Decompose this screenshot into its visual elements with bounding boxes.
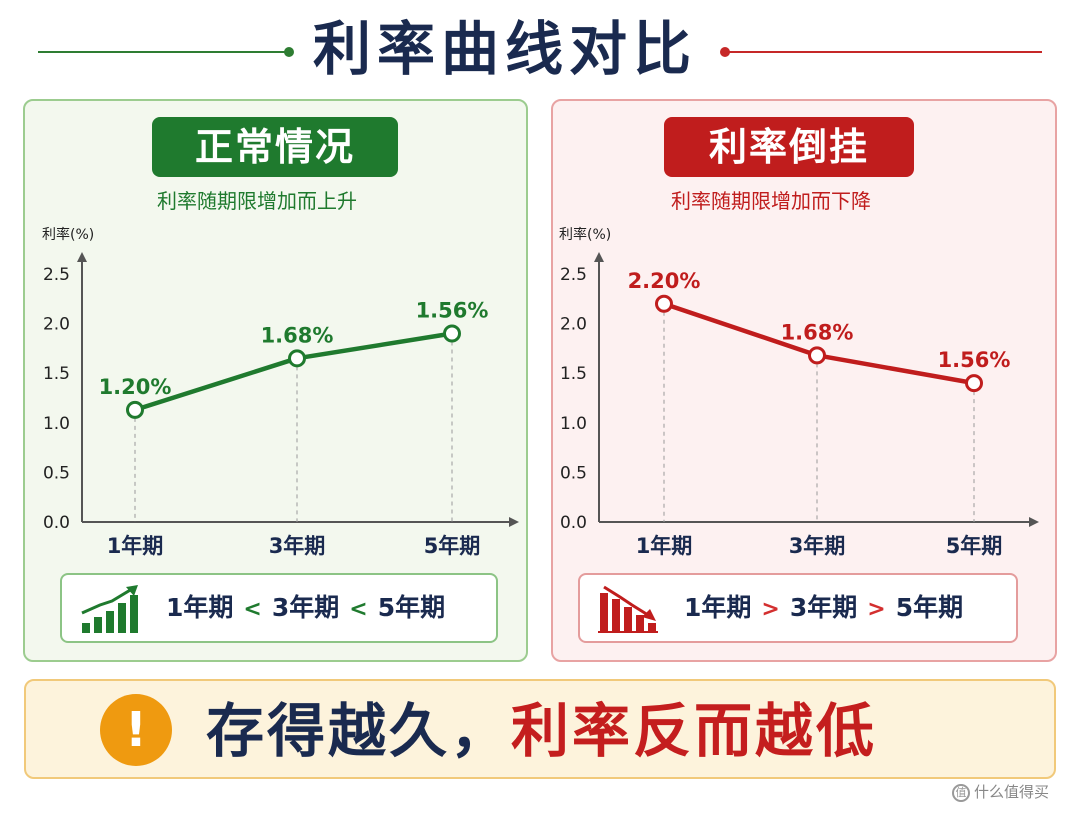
conclusion-part1: 存得越久，	[206, 697, 512, 765]
title-dot-left	[284, 47, 294, 57]
inverted-badge: 利率倒挂	[664, 117, 914, 177]
normal-compare-text: 1年期 <3年期 <5年期	[166, 575, 445, 641]
x-tick-label: 3年期	[269, 534, 326, 558]
y-tick-label: 0.0	[43, 513, 70, 533]
compare-item: 5年期	[895, 593, 964, 622]
data-label: 1.20%	[99, 375, 172, 399]
data-label: 1.56%	[938, 348, 1011, 372]
y-tick-label: 1.0	[43, 414, 70, 434]
y-tick-label: 2.5	[43, 265, 70, 285]
compare-item: 1年期	[166, 593, 234, 622]
x-axis-arrow	[509, 517, 519, 527]
data-label: 2.20%	[628, 269, 701, 293]
compare-item: 3年期	[789, 593, 858, 622]
watermark: 值什么值得买	[952, 780, 1072, 804]
compare-op: <	[243, 597, 262, 622]
x-axis-arrow	[1029, 517, 1039, 527]
x-tick-label: 5年期	[946, 534, 1003, 558]
inverted-compare-text: 1年期 >3年期 >5年期	[684, 575, 963, 641]
y-tick-label: 2.5	[560, 265, 587, 285]
rising-bars-icon	[81, 585, 138, 633]
inverted-compare-box: 1年期 >3年期 >5年期	[578, 573, 1018, 643]
title-line-right	[724, 51, 1042, 53]
y-axis-arrow	[77, 252, 87, 262]
y-tick-label: 2.0	[43, 315, 70, 335]
data-point	[965, 374, 983, 393]
compare-op: >	[867, 597, 886, 622]
x-tick-label: 5年期	[424, 534, 481, 558]
y-tick-label: 1.0	[560, 414, 587, 434]
header: 利率曲线对比	[0, 0, 1080, 100]
watermark-text: 什么值得买	[974, 783, 1050, 801]
y-tick-label: 1.5	[560, 364, 587, 384]
x-tick-label: 1年期	[107, 534, 164, 558]
normal-subtitle: 利率随期限增加而上升	[157, 189, 357, 213]
compare-op: >	[761, 597, 780, 622]
page-title: 利率曲线对比	[312, 15, 697, 83]
inverted-curve-panel: 利率倒挂 利率随期限增加而下降 利率(%) 0.0 0.5 1.0 1.5 2.0 2.5 1…	[551, 99, 1057, 662]
y-tick-label: 1.5	[43, 364, 70, 384]
smzdm-logo-icon: 值	[952, 783, 970, 802]
conclusion-banner: ! 存得越久，利率反而越低	[24, 679, 1056, 779]
y-axis-label: 利率(%)	[559, 226, 611, 243]
data-point	[288, 349, 306, 368]
y-axis-label: 利率(%)	[42, 226, 94, 243]
inverted-line-chart: 利率(%) 0.0 0.5 1.0 1.5 2.0 2.5 1年期 3年期 5年期 2.20% 1.6…	[559, 226, 1039, 558]
normal-badge: 正常情况	[152, 117, 398, 177]
compare-item: 1年期	[684, 593, 752, 622]
data-label: 1.68%	[781, 320, 854, 344]
data-point	[126, 400, 144, 419]
normal-curve-panel: 正常情况 利率随期限增加而上升 利率(%) 0.0 0.5 1.0 1.5 2.0 2.5 1…	[23, 99, 528, 662]
conclusion-part2: 利率反而越低	[511, 697, 878, 765]
title-line-left	[38, 51, 288, 53]
falling-bars-icon	[598, 585, 658, 633]
compare-item: 3年期	[271, 593, 340, 622]
warning-icon: !	[100, 694, 172, 766]
y-axis-arrow	[594, 252, 604, 262]
x-tick-label: 3年期	[789, 534, 846, 558]
data-point	[443, 324, 461, 343]
data-label: 1.68%	[261, 323, 334, 347]
y-tick-label: 0.5	[560, 463, 587, 483]
compare-op: <	[349, 597, 368, 622]
data-point	[808, 346, 826, 365]
normal-line-chart: 利率(%) 0.0 0.5 1.0 1.5 2.0 2.5 1年期 3年期 5年期 1.20% 1.6…	[42, 226, 519, 558]
compare-item: 5年期	[377, 593, 446, 622]
inverted-subtitle: 利率随期限增加而下降	[671, 189, 871, 213]
y-tick-label: 2.0	[560, 315, 587, 335]
y-tick-label: 0.5	[43, 463, 70, 483]
data-point	[655, 294, 673, 313]
normal-compare-box: 1年期 <3年期 <5年期	[60, 573, 498, 643]
conclusion-text: 存得越久，利率反而越低	[206, 687, 877, 775]
data-label: 1.56%	[416, 299, 489, 323]
x-tick-label: 1年期	[636, 534, 693, 558]
y-tick-label: 0.0	[560, 513, 587, 533]
